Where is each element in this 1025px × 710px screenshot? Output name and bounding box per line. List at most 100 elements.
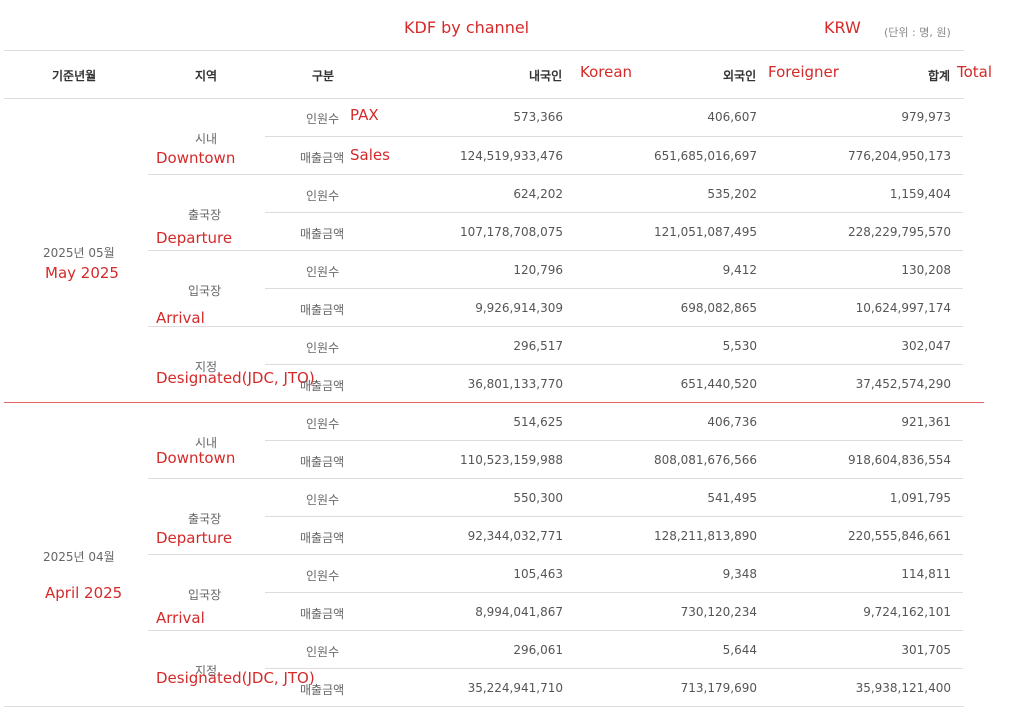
region-annotation: Departure [156,529,233,547]
region-annotation: Arrival [156,609,205,627]
cell-total: 130,208 [901,263,951,277]
cell-korean: 624,202 [513,187,563,201]
cell-foreigner: 128,211,813,890 [653,529,757,543]
region-label: 출국장 [188,512,222,526]
table-bottom-border [4,706,964,707]
pax-annotation: PAX [350,106,379,124]
title-annotation: KDF by channel [404,18,530,37]
region-annotation: Downtown [156,149,236,167]
month-annotation: April 2025 [45,584,123,602]
cell-korean: 120,796 [513,263,563,277]
cell-korean: 573,366 [513,110,563,124]
row-type-label: 인원수 [306,417,340,431]
cell-foreigner: 541,495 [707,491,757,505]
row-type-label: 인원수 [306,189,340,203]
cell-foreigner: 406,736 [707,415,757,429]
region-annotation: Arrival [156,309,205,327]
cell-korean: 9,926,914,309 [475,301,563,315]
header-total: 합계 [928,69,951,83]
header-bottom-border [4,98,964,99]
foreigner-annotation: Foreigner [768,63,839,81]
cell-total: 10,624,997,174 [855,301,951,315]
cell-foreigner: 9,348 [722,567,757,581]
unit-note: (단위 : 명, 원) [884,26,951,39]
cell-foreigner: 5,530 [722,339,757,353]
cell-korean: 36,801,133,770 [467,377,563,391]
region-label: 지정 [195,664,218,678]
row-type-label: 인원수 [306,265,340,279]
cell-foreigner: 651,685,016,697 [653,149,757,163]
sales-annotation: Sales [350,146,390,164]
row-type-label: 인원수 [306,569,340,583]
region-label: 출국장 [188,208,222,222]
cell-korean: 124,519,933,476 [459,149,563,163]
cell-total: 37,452,574,290 [855,377,951,391]
korean-annotation: Korean [580,63,633,81]
cell-korean: 105,463 [513,567,563,581]
month-annotation: May 2025 [45,264,119,282]
region-annotation: Downtown [156,449,236,467]
cell-total: 228,229,795,570 [847,225,951,239]
cell-total: 114,811 [901,567,951,581]
region-label: 시내 [195,132,218,146]
cell-total: 1,091,795 [889,491,951,505]
cell-korean: 92,344,032,771 [467,529,563,543]
cell-korean: 35,224,941,710 [467,681,563,695]
cell-total: 776,204,950,173 [847,149,951,163]
total-annotation: Total [957,63,993,81]
row-type-label: 인원수 [306,493,340,507]
cell-total: 1,159,404 [889,187,951,201]
cell-foreigner: 713,179,690 [680,681,757,695]
cell-total: 979,973 [901,110,951,124]
currency-annotation: KRW [824,18,861,37]
cell-foreigner: 651,440,520 [680,377,757,391]
cell-korean: 110,523,159,988 [459,453,563,467]
row-type-label: 인원수 [306,341,340,355]
row-type-label: 매출금액 [300,531,345,545]
row-type-label: 매출금액 [300,607,345,621]
cell-total: 9,724,162,101 [863,605,951,619]
row-type-label: 매출금액 [300,683,345,697]
cell-korean: 514,625 [513,415,563,429]
row-type-label: 매출금액 [300,379,345,393]
cell-korean: 8,994,041,867 [475,605,563,619]
header-korean: 내국인 [529,69,563,83]
cell-korean: 107,178,708,075 [459,225,563,239]
cell-foreigner: 9,412 [722,263,757,277]
row-type-label: 매출금액 [300,303,345,317]
cell-total: 302,047 [901,339,951,353]
cell-total: 35,938,121,400 [855,681,951,695]
region-label: 입국장 [188,588,222,602]
cell-foreigner: 121,051,087,495 [653,225,757,239]
region-annotation: Designated(JDC, JTO) [156,669,315,687]
cell-korean: 550,300 [513,491,563,505]
header-region: 지역 [195,69,218,83]
header-month: 기준년월 [52,69,97,83]
cell-total: 921,361 [901,415,951,429]
region-label: 시내 [195,436,218,450]
cell-foreigner: 808,081,676,566 [653,453,757,467]
row-type-label: 매출금액 [300,151,345,165]
cell-foreigner: 406,607 [707,110,757,124]
cell-foreigner: 5,644 [722,643,757,657]
header-foreigner: 외국인 [723,69,757,83]
month-label: 2025년 04월 [43,550,115,564]
table-top-border [4,50,964,51]
cell-foreigner: 730,120,234 [680,605,757,619]
cell-korean: 296,061 [513,643,563,657]
group-divider [4,402,984,403]
cell-foreigner: 698,082,865 [680,301,757,315]
cell-korean: 296,517 [513,339,563,353]
cell-foreigner: 535,202 [707,187,757,201]
region-label: 입국장 [188,284,222,298]
cell-total: 301,705 [901,643,951,657]
row-type-label: 매출금액 [300,455,345,469]
region-annotation: Designated(JDC, JTO) [156,369,315,387]
row-type-label: 매출금액 [300,227,345,241]
region-label: 지정 [195,360,218,374]
header-type: 구분 [312,69,335,83]
cell-total: 220,555,846,661 [847,529,951,543]
row-type-label: 인원수 [306,112,340,126]
row-type-label: 인원수 [306,645,340,659]
cell-total: 918,604,836,554 [847,453,951,467]
